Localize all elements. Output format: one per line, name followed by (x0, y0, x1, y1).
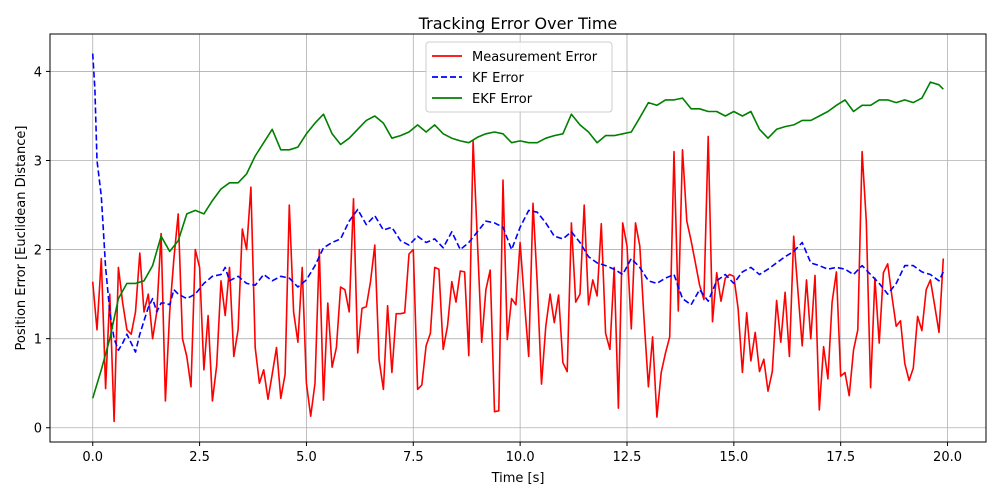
x-tick-label: 20.0 (933, 450, 962, 465)
x-tick-label: 5.0 (296, 450, 317, 465)
legend-label: KF Error (472, 71, 524, 86)
y-tick-label: 4 (34, 65, 42, 80)
series-line-kf-error (91, 53, 945, 353)
legend-box (425, 41, 613, 113)
x-axis-ticks: 0.0 2.5 5.0 7.5 10.0 12.5 15.0 17.5 20.0 (82, 442, 962, 465)
x-tick-label: 15.0 (719, 450, 748, 465)
x-tick-label: 2.5 (189, 450, 210, 465)
y-tick-label: 0 (34, 422, 42, 437)
x-tick-label: 0.0 (82, 450, 103, 465)
legend: Measurement Error KF Error EKF Error (425, 41, 613, 113)
y-tick-label: 3 (34, 154, 42, 169)
series-line-measurement-error (91, 135, 945, 423)
y-tick-label: 1 (34, 333, 42, 348)
legend-label: EKF Error (472, 92, 533, 107)
y-axis-ticks: 0 1 2 3 4 (34, 65, 50, 437)
x-tick-label: 12.5 (613, 450, 642, 465)
y-tick-label: 2 (34, 244, 42, 259)
x-axis-label: Time [s] (491, 471, 545, 486)
y-axis-label: Position Error [Euclidean Distance] (14, 126, 29, 351)
x-tick-label: 10.0 (506, 450, 535, 465)
x-tick-label: 7.5 (403, 450, 424, 465)
chart-title: Tracking Error Over Time (418, 14, 618, 33)
plot-frame (49, 33, 987, 443)
x-tick-label: 17.5 (826, 450, 855, 465)
legend-label: Measurement Error (472, 50, 598, 65)
series-line-ekf-error (91, 81, 944, 399)
data-series (91, 53, 945, 423)
